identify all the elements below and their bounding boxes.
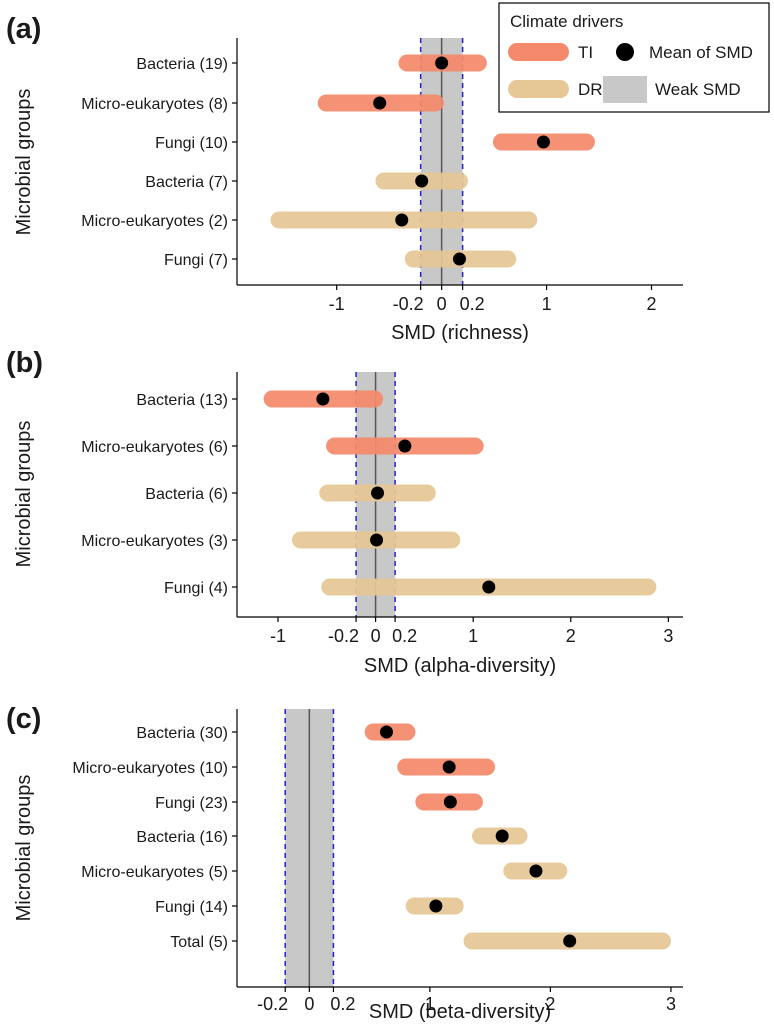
x-tick-label: -1 — [270, 626, 286, 646]
legend-item-weak: Weak SMD — [603, 76, 741, 103]
panel-2: Bacteria (30) Micro-eukaryotes (10) Fungi … — [6, 703, 683, 1023]
panel-label: (c) — [6, 703, 41, 735]
mean-dot — [443, 795, 457, 809]
panel-1: Bacteria (13) Micro-eukaryotes (6) Bacteri… — [6, 347, 683, 677]
x-tick-label: 0.2 — [392, 626, 417, 646]
legend-mean-label: Mean of SMD — [649, 43, 753, 62]
y-axis-title: Microbial groups — [13, 775, 35, 922]
mean-dot — [395, 213, 409, 227]
x-axis-title: SMD (richness) — [391, 322, 529, 344]
y-tick-label: Bacteria (16) — [136, 829, 228, 846]
x-axis-title: SMD (alpha-diversity) — [364, 655, 556, 677]
legend-item-mean: Mean of SMD — [616, 43, 753, 62]
mean-dot — [442, 760, 456, 774]
y-tick-label: Fungi (10) — [155, 135, 228, 152]
x-tick-label: 2 — [566, 626, 576, 646]
y-tick-label: Bacteria (6) — [145, 486, 228, 503]
x-tick-label: 0 — [304, 994, 314, 1014]
mean-dot — [536, 135, 550, 149]
x-tick-label: 1 — [425, 994, 435, 1014]
mean-dot — [452, 252, 466, 266]
x-tick-label: 1 — [468, 626, 478, 646]
panel-0: Bacteria (19) Micro-eukaryotes (8) Fungi (… — [6, 13, 683, 344]
y-tick-label: Fungi (7) — [164, 252, 228, 269]
legend: Climate drivers TI DR Mean of SMD Weak S… — [498, 2, 770, 113]
mean-dot — [316, 392, 330, 406]
y-tick-label: Fungi (23) — [155, 795, 228, 812]
y-tick-label: Micro-eukaryotes (2) — [81, 213, 228, 230]
y-tick-label: Bacteria (19) — [136, 56, 228, 73]
panel-label: (b) — [6, 347, 43, 379]
mean-dot — [429, 899, 443, 913]
panel-label: (a) — [6, 13, 41, 45]
mean-dot — [563, 934, 577, 948]
x-tick-label: 3 — [663, 626, 673, 646]
mean-dot — [379, 725, 393, 739]
legend-weak-swatch — [603, 76, 647, 103]
y-tick-label: Fungi (4) — [164, 580, 228, 597]
y-tick-label: Micro-eukaryotes (5) — [81, 864, 228, 881]
mean-dot — [370, 533, 384, 547]
legend-title: Climate drivers — [510, 12, 623, 31]
panels: Bacteria (19) Micro-eukaryotes (8) Fungi (… — [6, 13, 683, 1023]
y-axis-title: Microbial groups — [13, 89, 35, 236]
x-tick-label: -1 — [329, 294, 345, 314]
legend-mean-dot — [616, 43, 634, 61]
y-tick-label: Bacteria (13) — [136, 392, 228, 409]
x-tick-label: 1 — [542, 294, 552, 314]
y-tick-label: Micro-eukaryotes (6) — [81, 439, 228, 456]
mean-dot — [415, 174, 429, 188]
x-tick-label: 2 — [647, 294, 657, 314]
mean-dot — [482, 580, 496, 594]
x-tick-label: 0 — [371, 626, 381, 646]
x-tick-label: 2 — [545, 994, 555, 1014]
y-tick-label: Total (5) — [170, 934, 228, 951]
x-tick-label: 0 — [437, 294, 447, 314]
y-tick-label: Bacteria (30) — [136, 725, 228, 742]
y-tick-label: Micro-eukaryotes (3) — [81, 533, 228, 550]
mean-dot — [435, 56, 449, 70]
y-axis-title: Microbial groups — [13, 421, 35, 568]
legend-ti-label: TI — [578, 43, 593, 62]
mean-dot — [398, 439, 412, 453]
y-tick-label: Fungi (14) — [155, 899, 228, 916]
x-tick-label: 3 — [666, 994, 676, 1014]
legend-weak-label: Weak SMD — [655, 80, 741, 99]
x-tick-label: -0.2 — [328, 626, 359, 646]
mean-dot — [371, 486, 385, 500]
x-tick-label: -0.2 — [393, 294, 424, 314]
legend-item-dr: DR — [508, 80, 603, 99]
mean-dot — [529, 864, 543, 878]
y-tick-label: Micro-eukaryotes (8) — [81, 96, 228, 113]
legend-item-ti: TI — [508, 43, 593, 62]
y-tick-label: Micro-eukaryotes (10) — [72, 760, 228, 777]
x-axis-title: SMD (beta-diversity) — [369, 1001, 551, 1023]
mean-dot — [495, 829, 509, 843]
legend-dr-label: DR — [578, 80, 603, 99]
y-tick-label: Bacteria (7) — [145, 174, 228, 191]
x-tick-label: 0.2 — [330, 994, 355, 1014]
x-tick-label: -0.2 — [257, 994, 288, 1014]
x-tick-label: 0.2 — [460, 294, 485, 314]
mean-dot — [373, 96, 387, 110]
